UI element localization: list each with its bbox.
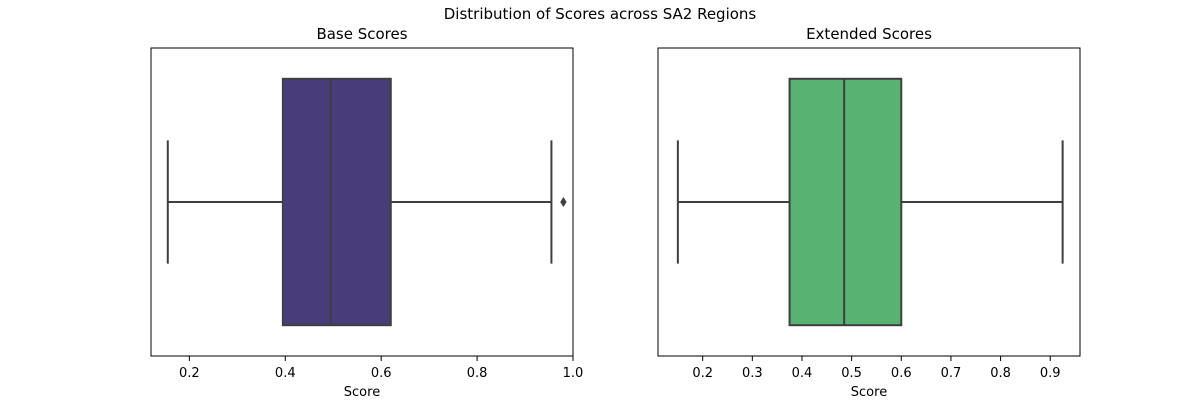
panel-1-title: Base Scores: [316, 25, 407, 43]
panel-1-x-tick-label-1: 0.2: [179, 366, 200, 381]
panel-1-box: [281, 77, 392, 327]
panel-2-x-axis-label: Score: [851, 385, 887, 400]
panel-2-x-tick-label-2: 0.3: [742, 366, 763, 381]
panel-2-x-tick-label-3: 0.4: [792, 366, 813, 381]
panel-2-plot-frame: [657, 47, 1081, 357]
panel-1-plot-frame: [150, 47, 574, 357]
panel-1-x-tick-label-2: 0.4: [275, 366, 296, 381]
panel-2-title: Extended Scores: [806, 25, 932, 43]
figure-title: Distribution of Scores across SA2 Region…: [443, 5, 757, 23]
panel-1-x-tick-label-4: 0.8: [467, 366, 488, 381]
panel-1-x-axis-label: Score: [344, 385, 380, 400]
panel-2-x-tick-label-7: 0.8: [990, 366, 1011, 381]
panel-1-outlier-1: [560, 197, 567, 207]
panel-2-x-tick-label-4: 0.5: [841, 366, 862, 381]
panel-2-x-tick-label-1: 0.2: [692, 366, 713, 381]
panel-2-x-tick-label-8: 0.9: [1040, 366, 1061, 381]
panel-1-x-tick-label-5: 1.0: [563, 366, 584, 381]
panel-1-x-tick-label-3: 0.6: [371, 366, 392, 381]
panel-2-x-tick-label-6: 0.7: [941, 366, 962, 381]
panel-2-box: [788, 77, 903, 327]
panel-2-x-tick-label-5: 0.6: [891, 366, 912, 381]
